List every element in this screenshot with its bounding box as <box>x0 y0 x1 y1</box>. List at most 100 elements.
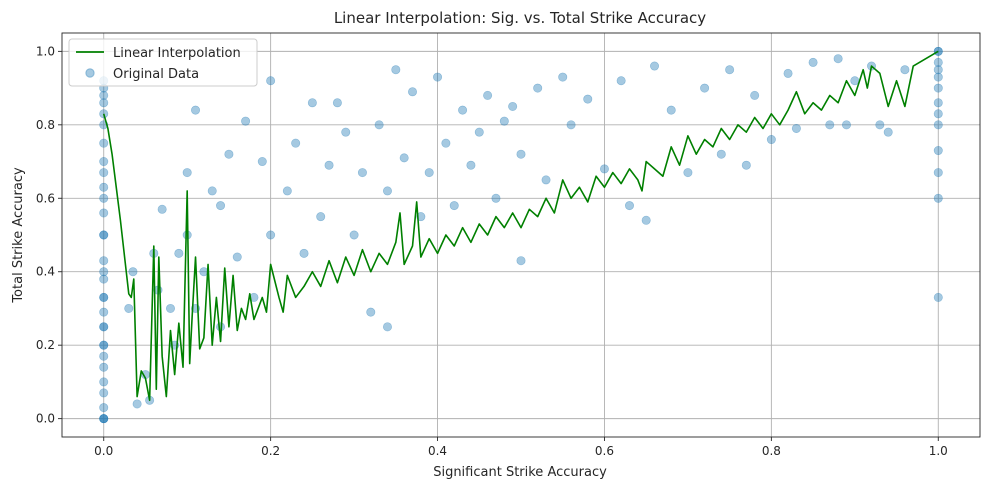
data-point <box>99 362 109 372</box>
data-point <box>132 399 142 409</box>
data-point <box>933 120 943 130</box>
data-point <box>99 322 109 332</box>
x-tick-label: 0.6 <box>595 444 614 458</box>
data-point <box>558 72 568 82</box>
data-point <box>374 120 384 130</box>
data-point <box>99 340 109 350</box>
data-point <box>933 57 943 67</box>
data-point <box>875 120 885 130</box>
chart-title: Linear Interpolation: Sig. vs. Total Str… <box>334 9 706 27</box>
data-point <box>841 120 851 130</box>
data-point <box>99 414 109 424</box>
data-point <box>357 168 367 178</box>
data-point <box>99 403 109 413</box>
data-point <box>332 98 342 108</box>
data-point <box>474 127 484 137</box>
data-point <box>933 98 943 108</box>
y-tick-label: 0.2 <box>36 338 55 352</box>
data-point <box>257 157 267 167</box>
data-point <box>516 256 526 266</box>
data-point <box>99 98 109 108</box>
data-point <box>99 377 109 387</box>
data-point <box>933 83 943 93</box>
data-point <box>483 90 493 100</box>
data-point <box>266 76 276 86</box>
data-point <box>99 157 109 167</box>
data-point <box>750 90 760 100</box>
data-point <box>933 168 943 178</box>
data-point <box>741 160 751 170</box>
data-point <box>808 57 818 67</box>
data-point <box>533 83 543 93</box>
data-point <box>99 208 109 218</box>
data-point <box>128 267 138 277</box>
data-point <box>466 160 476 170</box>
x-tick-label: 0.4 <box>428 444 447 458</box>
y-axis-label: Total Strike Accuracy <box>11 167 26 304</box>
data-point <box>900 65 910 75</box>
data-point <box>399 153 409 163</box>
x-tick-label: 0.0 <box>94 444 113 458</box>
data-point <box>716 149 726 159</box>
data-point <box>391 65 401 75</box>
data-point <box>933 72 943 82</box>
grid-lines <box>62 33 980 437</box>
interpolation-line-group <box>102 50 939 402</box>
x-tick-label: 0.2 <box>261 444 280 458</box>
data-point <box>382 322 392 332</box>
data-point <box>99 292 109 302</box>
data-point <box>566 120 576 130</box>
data-point <box>382 186 392 196</box>
data-point <box>99 351 109 361</box>
data-point <box>99 138 109 148</box>
x-axis-ticks: 0.0 0.2 0.4 0.6 0.8 1.0 <box>94 437 948 458</box>
data-point <box>641 215 651 225</box>
legend: Linear Interpolation Original Data <box>68 38 258 87</box>
data-point <box>583 94 593 104</box>
data-point <box>99 90 109 100</box>
data-point <box>624 201 634 211</box>
legend-marker-swatch <box>85 68 95 78</box>
data-point <box>825 120 835 130</box>
data-point <box>683 168 693 178</box>
data-point <box>499 116 509 126</box>
data-point <box>650 61 660 71</box>
data-point <box>182 168 192 178</box>
data-point <box>666 105 676 115</box>
data-point <box>424 168 434 178</box>
data-point <box>508 101 518 111</box>
data-point <box>366 307 376 317</box>
data-point <box>99 292 109 302</box>
legend-box <box>68 38 258 87</box>
data-point <box>216 201 226 211</box>
data-point <box>766 135 776 145</box>
data-point <box>783 68 793 78</box>
data-point <box>99 322 109 332</box>
data-point <box>850 76 860 86</box>
data-point <box>99 307 109 317</box>
data-point <box>266 230 276 240</box>
y-tick-label: 1.0 <box>36 44 55 58</box>
x-axis-label: Significant Strike Accuracy <box>433 465 607 480</box>
data-point <box>99 193 109 203</box>
data-point <box>700 83 710 93</box>
data-point <box>191 105 201 115</box>
data-point <box>99 414 109 424</box>
data-point <box>833 54 843 64</box>
y-tick-label: 0.8 <box>36 118 55 132</box>
data-point <box>541 175 551 185</box>
x-tick-label: 1.0 <box>929 444 948 458</box>
data-point <box>458 105 468 115</box>
data-point <box>341 127 351 137</box>
data-point <box>791 123 801 133</box>
interpolation-line <box>102 50 939 402</box>
data-point <box>491 193 501 203</box>
data-point <box>224 149 234 159</box>
y-tick-label: 0.0 <box>36 412 55 426</box>
data-point <box>99 414 109 424</box>
data-point <box>299 248 309 258</box>
data-point <box>408 87 418 97</box>
data-point <box>616 76 626 86</box>
data-point <box>99 256 109 266</box>
